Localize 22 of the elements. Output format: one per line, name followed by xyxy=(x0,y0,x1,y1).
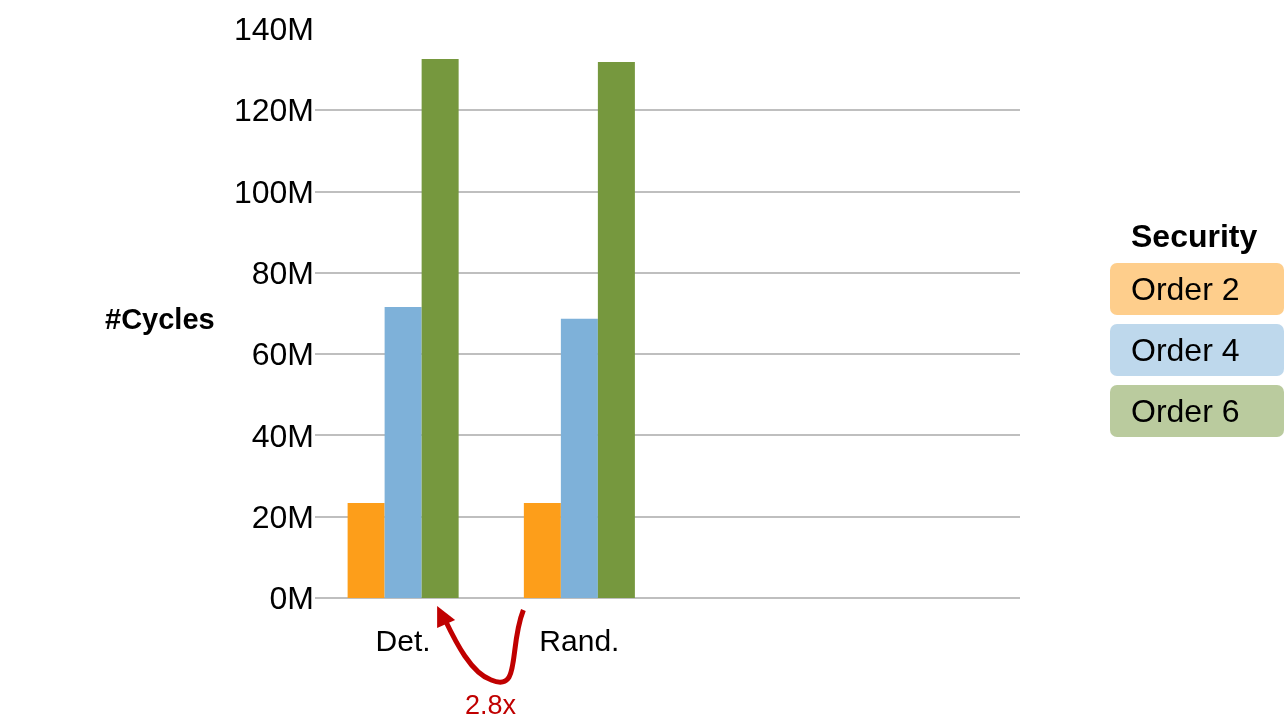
y-tick-label: 0M xyxy=(269,580,314,617)
text: Order 6 xyxy=(1110,385,1284,437)
legend-title: Security xyxy=(1131,218,1259,255)
x-tick-label: Det. xyxy=(375,624,431,657)
y-tick-label: 20M xyxy=(251,498,314,535)
x-tick-label: Rand. xyxy=(539,624,620,657)
y-tick-label: 140M xyxy=(233,11,314,48)
bar xyxy=(597,61,635,598)
y-tick-label: 100M xyxy=(233,173,314,210)
text: Order 4 xyxy=(1110,324,1284,376)
bar xyxy=(384,307,422,598)
y-tick-label: 120M xyxy=(233,92,314,129)
bar xyxy=(560,318,598,598)
bar xyxy=(523,502,561,598)
y-tick-label: 60M xyxy=(251,336,314,373)
y-tick-label: 80M xyxy=(251,255,314,292)
bar xyxy=(347,502,385,598)
bar xyxy=(421,59,459,598)
text: 2.8x xyxy=(465,690,517,720)
text: Order 2 xyxy=(1110,263,1284,315)
y-tick-label: 40M xyxy=(251,417,314,454)
y-axis-title: #Cycles xyxy=(105,303,215,335)
